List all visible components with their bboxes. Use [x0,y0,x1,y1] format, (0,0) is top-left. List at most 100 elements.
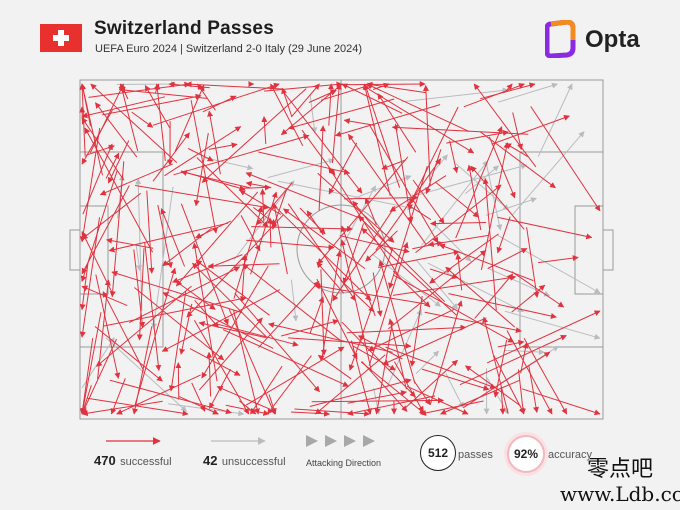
successful-pass-arrow [291,83,320,118]
successful-pass-arrow [409,106,459,205]
successful-pass-arrow [157,204,173,269]
successful-pass-arrow [135,185,270,210]
unsuccessful-label: unsuccessful [221,456,286,468]
successful-pass-arrow [81,185,130,275]
unsuccessful-count: 42 [203,453,218,468]
successful-pass-arrow [367,308,455,352]
successful-pass-arrow [365,230,398,262]
successful-pass-arrow [424,311,522,334]
successful-pass-arrow [538,255,579,264]
unsuccessful-pass-arrow [290,279,299,322]
successful-pass-arrow [425,149,442,195]
unsuccessful-pass-arrow [455,163,510,211]
successful-pass-arrow [242,263,343,343]
successful-pass-arrow [309,378,412,407]
opta-logo-icon [545,20,576,58]
successful-pass-arrow [341,83,403,114]
successful-pass-arrow [332,205,396,302]
successful-pass-arrow [105,152,120,179]
successful-pass-arrow [168,291,187,392]
attacking-direction-label: Attacking Direction [306,458,382,468]
successful-pass-arrow [82,143,113,215]
successful-pass-arrow [81,400,163,417]
successful-pass-arrow [353,345,396,371]
successful-pass-arrow [438,243,534,282]
successful-pass-arrow [388,318,407,390]
successful-pass-arrow [328,142,358,195]
passes-count-badge: 512 [420,435,456,471]
successful-pass-arrow [445,266,516,328]
successful-pass-arrow [511,284,546,313]
opta-logo: Opta [545,20,663,60]
successful-pass-arrow [338,81,426,88]
center-circle [296,204,386,294]
successful-pass-arrow [87,397,189,417]
successful-pass-arrow [512,112,524,151]
successful-pass-arrow [85,144,115,156]
successful-pass-arrow [406,385,469,415]
successful-pass-arrow [81,96,166,119]
successful-pass-arrow [317,156,409,265]
successful-pass-arrow [251,225,353,232]
successful-pass-arrow [96,285,192,367]
successful-pass-arrow [505,143,530,158]
successful-pass-arrow [116,374,201,415]
successful-pass-arrow [174,84,205,152]
successful-pass-arrow [196,157,269,228]
successful-pass-arrow [311,397,444,404]
unsuccessful-pass-arrow [278,180,414,211]
successful-pass-arrow [387,250,487,330]
successful-pass-arrow [216,385,271,410]
unsuccessful-pass-arrow [401,87,509,103]
successful-pass-arrow [344,194,419,201]
successful-pass-arrow [435,181,480,218]
unsuccessful-pass-arrow [385,309,422,390]
successful-pass-arrow [80,312,102,415]
watermark: 零点吧 www.Ldb.cc [560,457,680,507]
successful-pass-arrow [267,355,312,415]
successful-pass-arrow [180,170,246,191]
watermark-cn: 零点吧 [586,457,653,482]
left-goal [69,229,81,271]
successful-pass-arrow [173,134,310,176]
successful-pass-arrow [362,83,391,196]
successful-pass-arrow [95,274,121,379]
successful-pass-arrow [119,83,139,152]
successful-pass-arrow [377,93,417,153]
successful-pass-arrow [459,335,567,386]
successful-pass-arrow [486,310,601,364]
accuracy-label-wrap: accuracy [548,445,592,495]
successful-pass-arrow [109,379,232,415]
successful-pass-arrow [152,82,280,126]
successful-pass-arrow [429,233,499,284]
successful-pass-arrow [232,309,260,415]
successful-pass-arrow [421,368,490,391]
successful-pass-arrow [499,386,506,415]
successful-pass-arrow [488,136,516,199]
successful-pass-arrow [320,269,327,356]
unsuccessful-pass-arrow [445,373,464,409]
unsuccessful-pass-arrow [511,131,585,216]
unsuccessful-pass-arrow [485,197,537,216]
successful-pass-arrow [342,223,364,284]
successful-pass-arrow [347,133,427,245]
unsuccessful-pass-arrow [135,178,143,312]
successful-pass-arrow [506,330,553,415]
successful-pass-arrow [160,208,186,267]
successful-pass-arrow [90,83,178,163]
successful-pass-arrow [455,253,463,291]
successful-pass-arrow [314,283,426,305]
successful-pass-arrow [409,296,423,367]
successful-pass-arrow [294,408,371,417]
successful-pass-arrow [168,81,210,89]
successful-pass-arrow [261,116,268,145]
successful-pass-arrow [288,337,412,349]
successful-pass-arrow [161,289,281,352]
successful-pass-arrow [350,340,373,415]
successful-pass-arrow [369,125,439,244]
successful-passes [79,81,601,417]
successful-pass-arrow [315,354,386,415]
successful-pass-arrow [241,254,248,301]
right-goal [602,229,614,271]
successful-pass-arrow [240,215,261,252]
